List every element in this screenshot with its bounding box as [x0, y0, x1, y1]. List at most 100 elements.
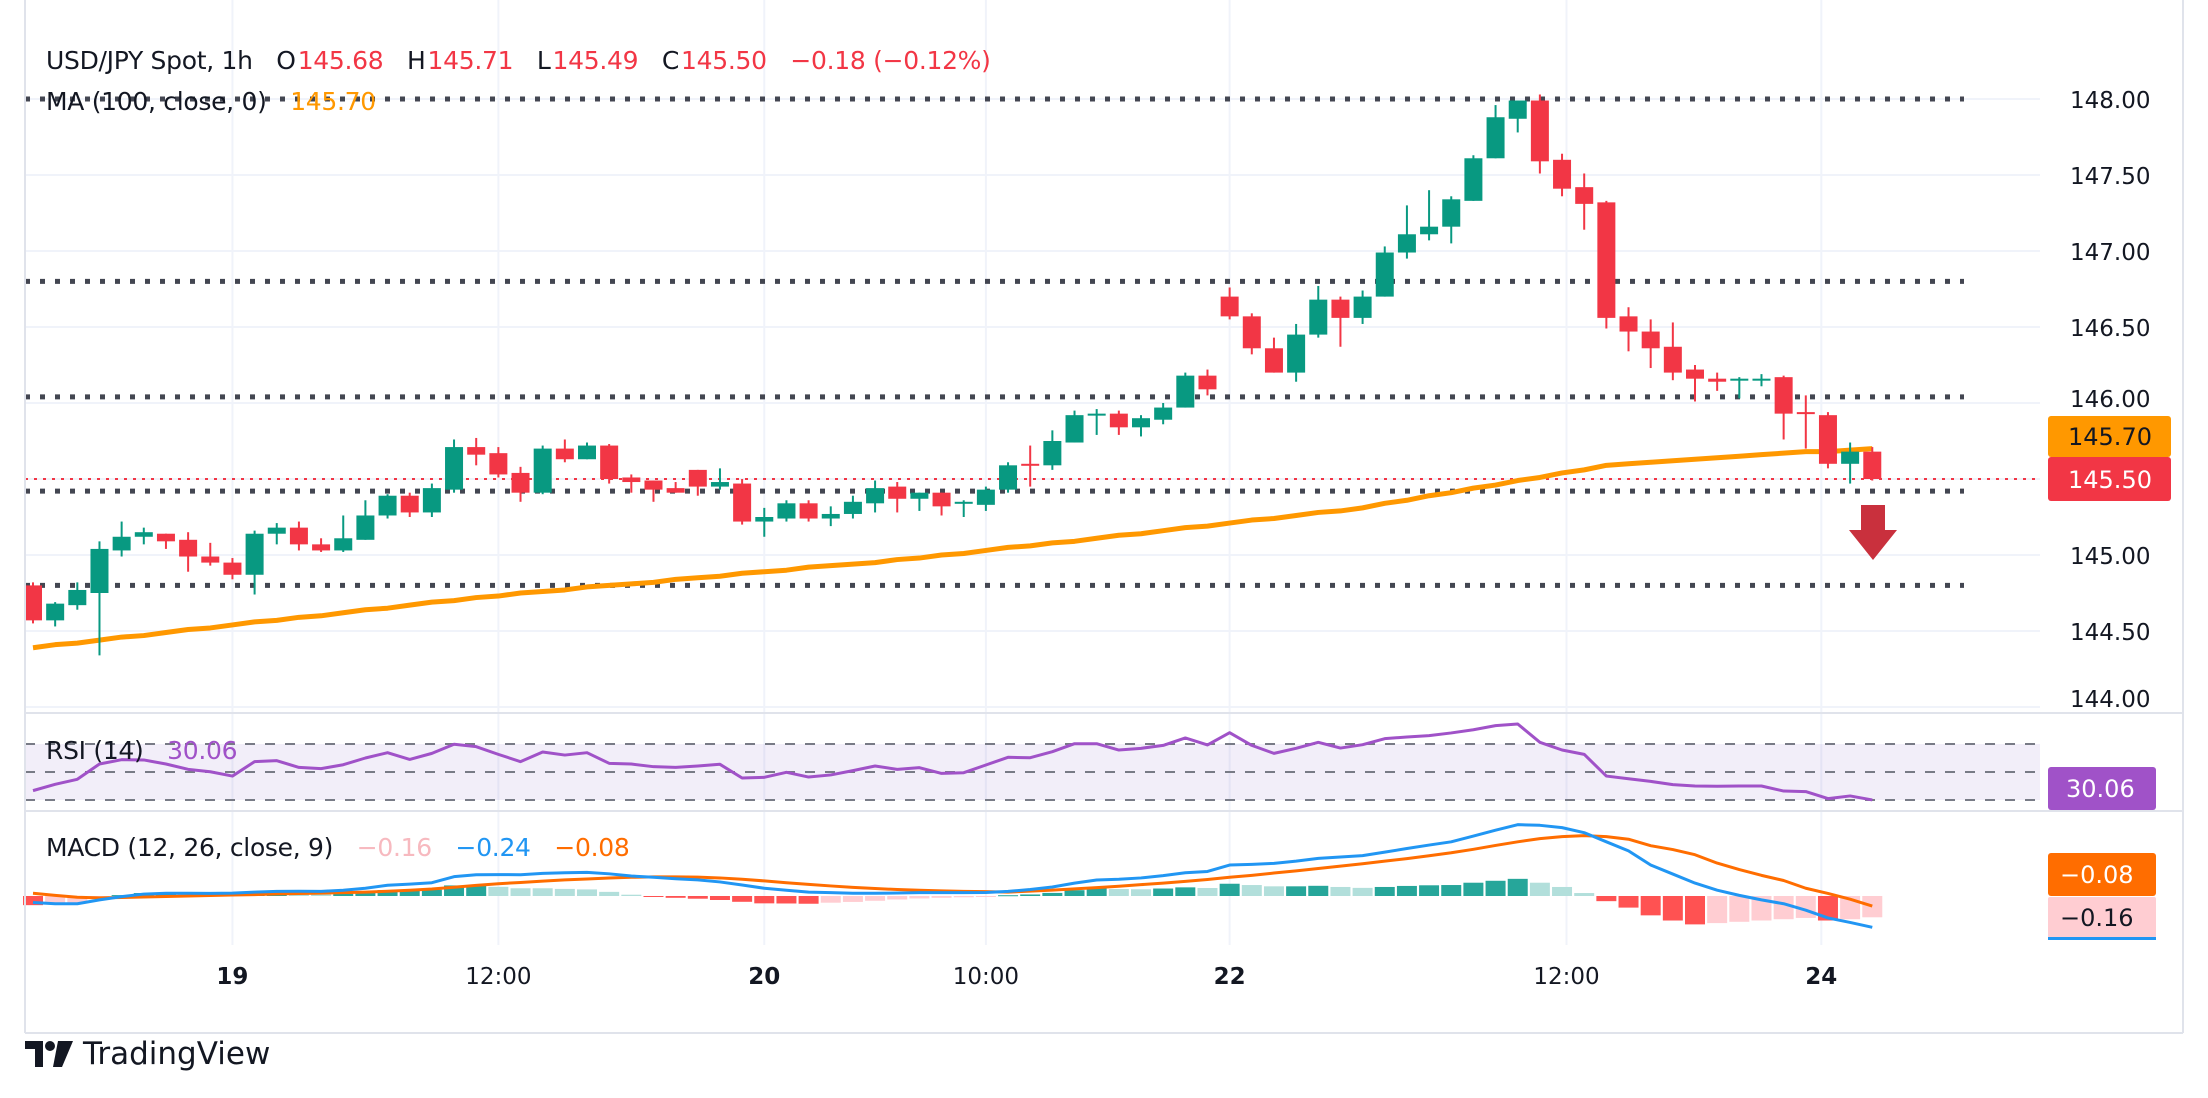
candle-up: [954, 500, 973, 517]
candle-up: [134, 527, 153, 545]
macd-hist-bar: [732, 896, 753, 902]
candle-body: [46, 603, 65, 621]
candle-body: [1752, 378, 1771, 381]
candle-down: [666, 482, 685, 493]
candle-body: [289, 527, 308, 545]
macd-hist-bar: [1175, 887, 1196, 896]
macd-hist-bar: [842, 896, 863, 902]
ma-value: 145.70: [290, 87, 376, 116]
candle-body: [1486, 117, 1505, 159]
price-axis[interactable]: 148.00 147.50 147.00 146.50 146.00 145.00 144.…: [2070, 88, 2150, 713]
macd-hist-bar: [754, 896, 775, 904]
candle-body: [90, 548, 109, 593]
candle-body: [422, 488, 441, 513]
macd-hist-bar: [931, 896, 952, 898]
candle-body: [445, 447, 464, 490]
macd-hist-bar: [1086, 888, 1107, 896]
candle-body: [1619, 316, 1638, 332]
candle-up: [1508, 100, 1527, 133]
candle-body: [1818, 415, 1837, 464]
candle-up: [1442, 196, 1461, 244]
candle-down: [1021, 445, 1040, 487]
candle-down: [1663, 322, 1682, 381]
last-price-tag: 145.50: [2048, 457, 2171, 501]
candle-body: [644, 480, 663, 490]
time-axis[interactable]: 19 12:00 20 10:00 22 12:00 24: [216, 964, 1837, 990]
candle-down: [1109, 410, 1128, 435]
macd-hist-bar: [421, 889, 442, 896]
candle-up: [1464, 155, 1483, 201]
candle-body: [134, 532, 153, 537]
candle-down: [644, 480, 663, 502]
macd-hist-bar: [1441, 885, 1462, 896]
macd-hist-bar: [510, 888, 531, 896]
candle-body: [710, 482, 729, 487]
ma-series: [32, 446, 1873, 651]
candle-body: [1021, 463, 1040, 466]
candle-body: [1530, 100, 1549, 162]
low-value: 145.49: [552, 46, 639, 75]
candle-body: [1109, 413, 1128, 428]
candle-down: [932, 492, 951, 516]
candle-body: [1663, 346, 1682, 373]
candle-body: [201, 556, 220, 563]
legend-rsi[interactable]: RSI (14) 30.06: [46, 736, 239, 765]
candle-body: [1043, 441, 1062, 466]
candle-body: [843, 501, 862, 514]
macd-hist-bar: [1219, 883, 1240, 896]
candle-body: [666, 488, 685, 493]
candle-body: [1198, 375, 1217, 390]
legend-ma[interactable]: MA (100, close, 0) 145.70: [46, 87, 378, 116]
macd-hist-bar: [532, 888, 553, 896]
candle-body: [1796, 412, 1815, 415]
macd-signal-value: −0.08: [554, 833, 630, 862]
macd-hist-bar: [45, 896, 66, 905]
candle-body: [910, 492, 929, 499]
candle-up: [68, 582, 87, 610]
rsi-series: [32, 722, 1873, 802]
candle-body: [1686, 369, 1704, 379]
price-tick-label: 146.50: [2070, 316, 2150, 342]
macd-hist-bar: [1374, 886, 1395, 896]
candle-down: [1796, 395, 1815, 449]
macd-hist-bar: [1419, 885, 1440, 896]
macd-hist-bar: [1108, 889, 1129, 896]
macd-hist-bar: [67, 896, 88, 903]
candle-up: [710, 468, 729, 490]
macd-hist-bar: [1707, 896, 1728, 924]
candle-down: [489, 447, 508, 478]
time-tick-label: 12:00: [1533, 964, 1599, 990]
macd-hist-bar: [377, 890, 398, 896]
macd-hist-bar: [466, 885, 487, 896]
macd-hist-bar: [1131, 889, 1151, 896]
candle-body: [112, 536, 131, 551]
candle-down: [24, 582, 42, 624]
macd-hist-bar: [599, 891, 620, 896]
candle-down: [179, 532, 198, 572]
macd-hist-bar: [333, 893, 354, 896]
macd-hist-bar: [1042, 892, 1063, 896]
candle-body: [1774, 377, 1793, 414]
macd-hist-bar: [998, 895, 1019, 897]
macd-hist-bar: [1396, 885, 1417, 896]
tradingview-logo[interactable]: TradingView: [25, 1036, 270, 1072]
candle-body: [1220, 296, 1239, 317]
time-tick-label: 10:00: [953, 964, 1019, 990]
candle-down: [1619, 307, 1638, 352]
ma-tag-text: 145.70: [2068, 423, 2152, 451]
macd-hist-bar: [399, 889, 420, 896]
macd-hist-bar: [1241, 885, 1262, 896]
candles: [24, 94, 1882, 656]
candle-body: [777, 503, 796, 519]
macd-hist-bar: [1352, 887, 1373, 896]
candle-up: [533, 445, 552, 495]
symbol-title[interactable]: USD/JPY Spot, 1h: [46, 46, 253, 75]
legend-macd[interactable]: MACD (12, 26, close, 9) −0.16 −0.24 −0.0…: [46, 833, 631, 862]
candle-body: [533, 448, 552, 493]
candle-up: [1730, 377, 1749, 399]
down-arrow-icon: [1849, 505, 1897, 560]
candle-body: [600, 445, 619, 479]
macd-label: MACD (12, 26, close, 9): [46, 833, 334, 862]
candle-body: [954, 501, 973, 504]
